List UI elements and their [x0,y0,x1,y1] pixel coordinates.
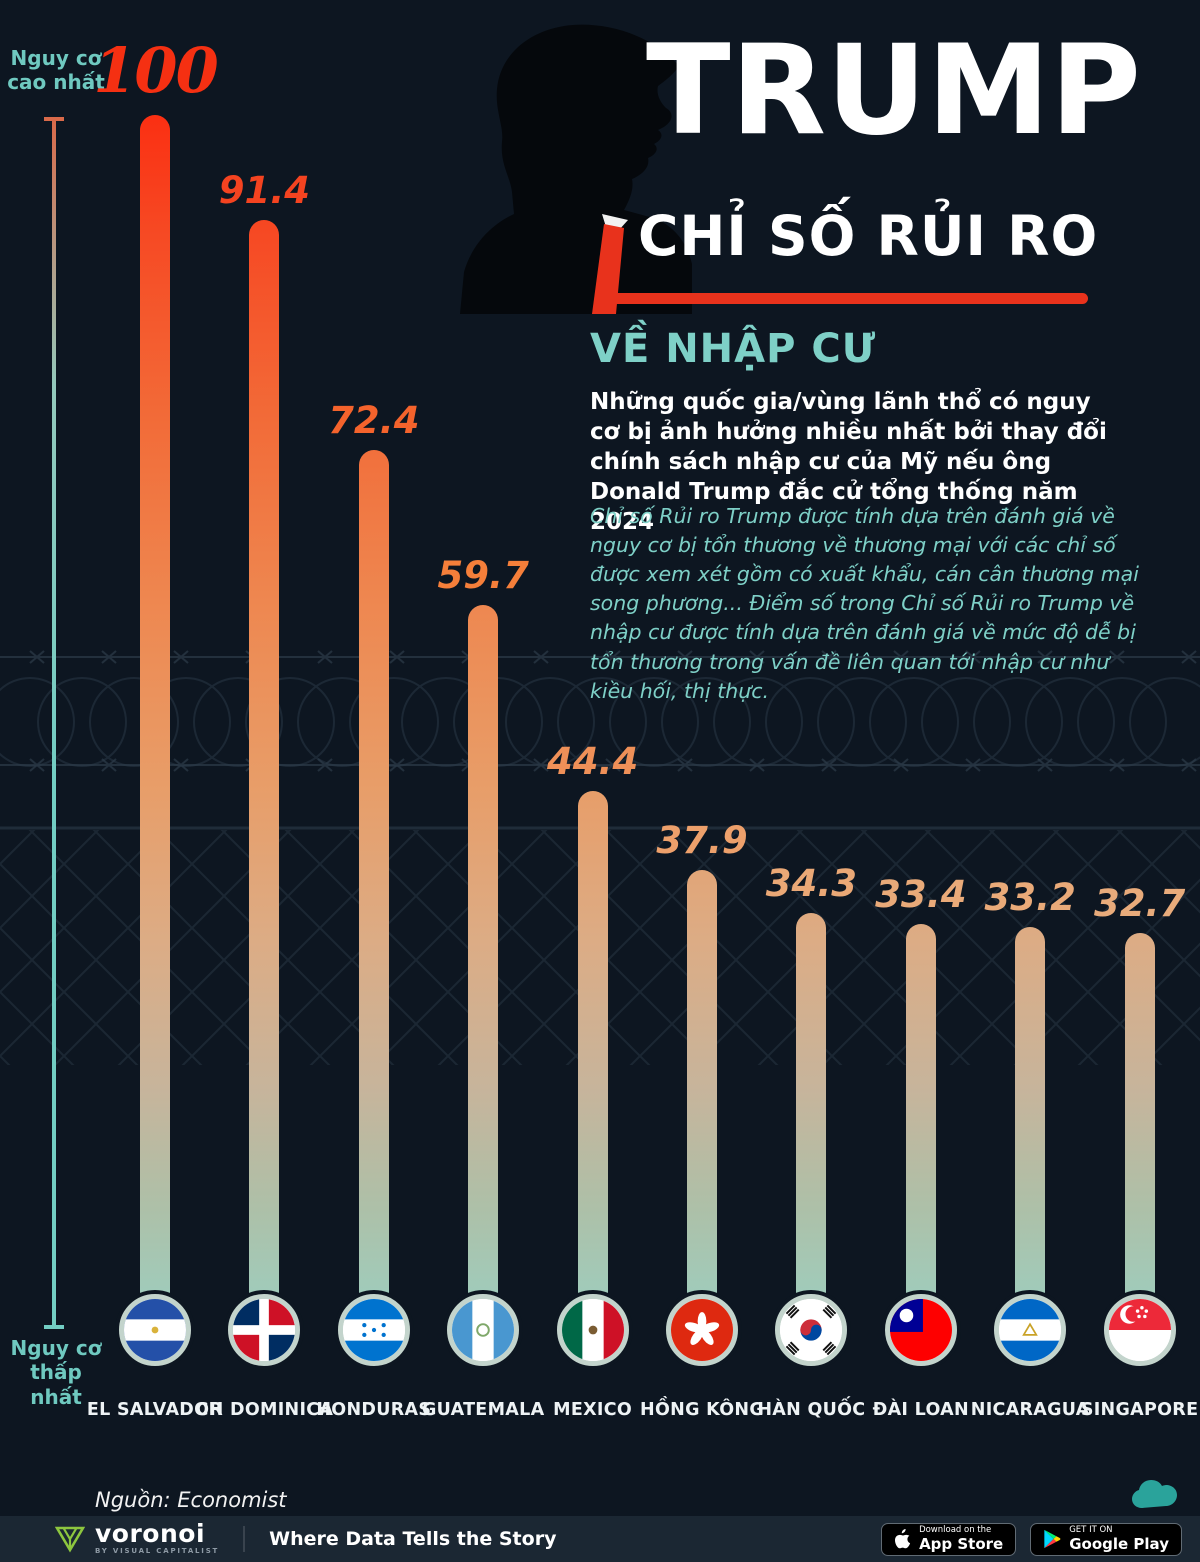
bar-south-korea [796,913,827,1330]
voronoi-brand: voronoi BY VISUAL CAPITALIST [55,1518,220,1556]
flag-dominican-republic-icon [228,1294,301,1366]
chart-column-honduras: 72.4 HONDURAS [316,0,432,1562]
page-subtitle: CHỈ SỐ RỦI RO [638,204,1099,268]
methodology-note: Chỉ số Rủi ro Trump được tính dựa trên đ… [590,504,1139,703]
bar-taiwan [905,924,936,1330]
badge-small-text: GET IT ON [1069,1524,1113,1535]
country-label: ĐÀI LOAN [872,1400,969,1420]
country-label: SINGAPORE [1080,1400,1199,1420]
chart-column-guatemala: 59.7 GUATEMALA [422,0,544,1562]
country-label: NICARAGUA [970,1400,1090,1420]
footer-tagline: Where Data Tells the Story [269,1528,557,1550]
bar-el-salvador [140,115,170,1330]
google-play-badge[interactable]: GET IT ON Google Play [1030,1522,1182,1556]
app-store-badge[interactable]: Download on the App Store [881,1522,1017,1556]
badge-big-text: Google Play [1069,1534,1169,1553]
topic-label: VỀ NHẬP CƯ [590,326,877,372]
chart-column-south-korea: 34.3 HÀN QUỐC [756,0,866,1562]
flag-south-korea-icon [775,1294,848,1366]
flag-taiwan-icon [884,1294,957,1366]
bar-hong-kong [687,869,717,1330]
page-title: TRUMP [646,19,1142,163]
brand-subtitle: BY VISUAL CAPITALIST [95,1547,220,1556]
bar-singapore [1124,932,1155,1330]
flag-honduras-icon [337,1294,410,1366]
footer-bar: voronoi BY VISUAL CAPITALIST Where Data … [0,1516,1200,1562]
country-label: GUATEMALA [421,1400,545,1420]
axis-label-lowest-risk: Nguy cơ thấp nhất [10,1336,102,1409]
flag-mexico-icon [556,1294,629,1366]
chart-column-taiwan: 33.4 ĐÀI LOAN [866,0,976,1562]
country-label: EL SALVADOR [86,1400,224,1420]
country-label: HONDURAS [316,1400,432,1420]
apple-icon [895,1529,911,1549]
bar-dominican-republic [249,219,280,1330]
voronoi-triangle-icon [55,1526,85,1553]
bar-nicaragua [1015,926,1046,1330]
bar-value-label: 59.7 [437,553,529,597]
bar-value-label: 33.4 [875,873,967,917]
bar-value-label: 33.2 [984,875,1076,919]
bar-value-label: 91.4 [218,168,311,212]
source-note: Nguồn: Economist [95,1488,287,1512]
bar-value-label: 72.4 [328,399,420,443]
badge-small-text: Download on the [919,1524,992,1535]
country-label: HÀN QUỐC [757,1400,866,1420]
bar-value-label: 34.3 [765,862,858,906]
google-play-icon [1044,1529,1061,1549]
badge-big-text: App Store [919,1534,1004,1553]
chart-column-nicaragua: 33.2 NICARAGUA [971,0,1090,1562]
bar-value-label: 32.7 [1093,881,1186,925]
country-label: HỒNG KÔNG [640,1400,764,1420]
trump-silhouette-icon [460,24,692,314]
footer-divider [243,1526,246,1552]
bar-mexico [577,790,608,1330]
flag-el-salvador-icon [119,1294,191,1366]
cloud-mascot-icon [1132,1480,1177,1508]
chart-column-dominican-republic: 91.4 CH DOMINICA [196,0,333,1562]
chart-column-hong-kong: 37.9 HỒNG KÔNG [640,0,764,1562]
bar-honduras [358,450,389,1330]
flag-hong-kong-icon [666,1294,738,1366]
country-label: CH DOMINICA [195,1400,334,1420]
chart-column-mexico: 44.4 MEXICO [538,0,648,1562]
chart-column-singapore: 32.7 SINGAPORE [1081,0,1198,1562]
bar-value-label: 44.4 [546,739,639,783]
flag-singapore-icon [1103,1294,1176,1366]
flag-nicaragua-icon [994,1294,1067,1366]
chart-column-el-salvador: 100 EL SALVADOR [87,0,223,1562]
country-label: MEXICO [553,1400,633,1420]
bar-value-label: 37.9 [656,818,748,862]
bar-value-label: 100 [93,34,218,107]
risk-axis [44,117,64,1329]
intro-paragraph: Những quốc gia/vùng lãnh thổ có nguy cơ … [590,389,1107,535]
flag-guatemala-icon [447,1294,520,1366]
brand-name: voronoi [95,1518,206,1548]
axis-label-highest-risk: Nguy cơ cao nhất [7,46,105,95]
red-underline [596,293,1088,304]
bar-guatemala [468,604,499,1330]
